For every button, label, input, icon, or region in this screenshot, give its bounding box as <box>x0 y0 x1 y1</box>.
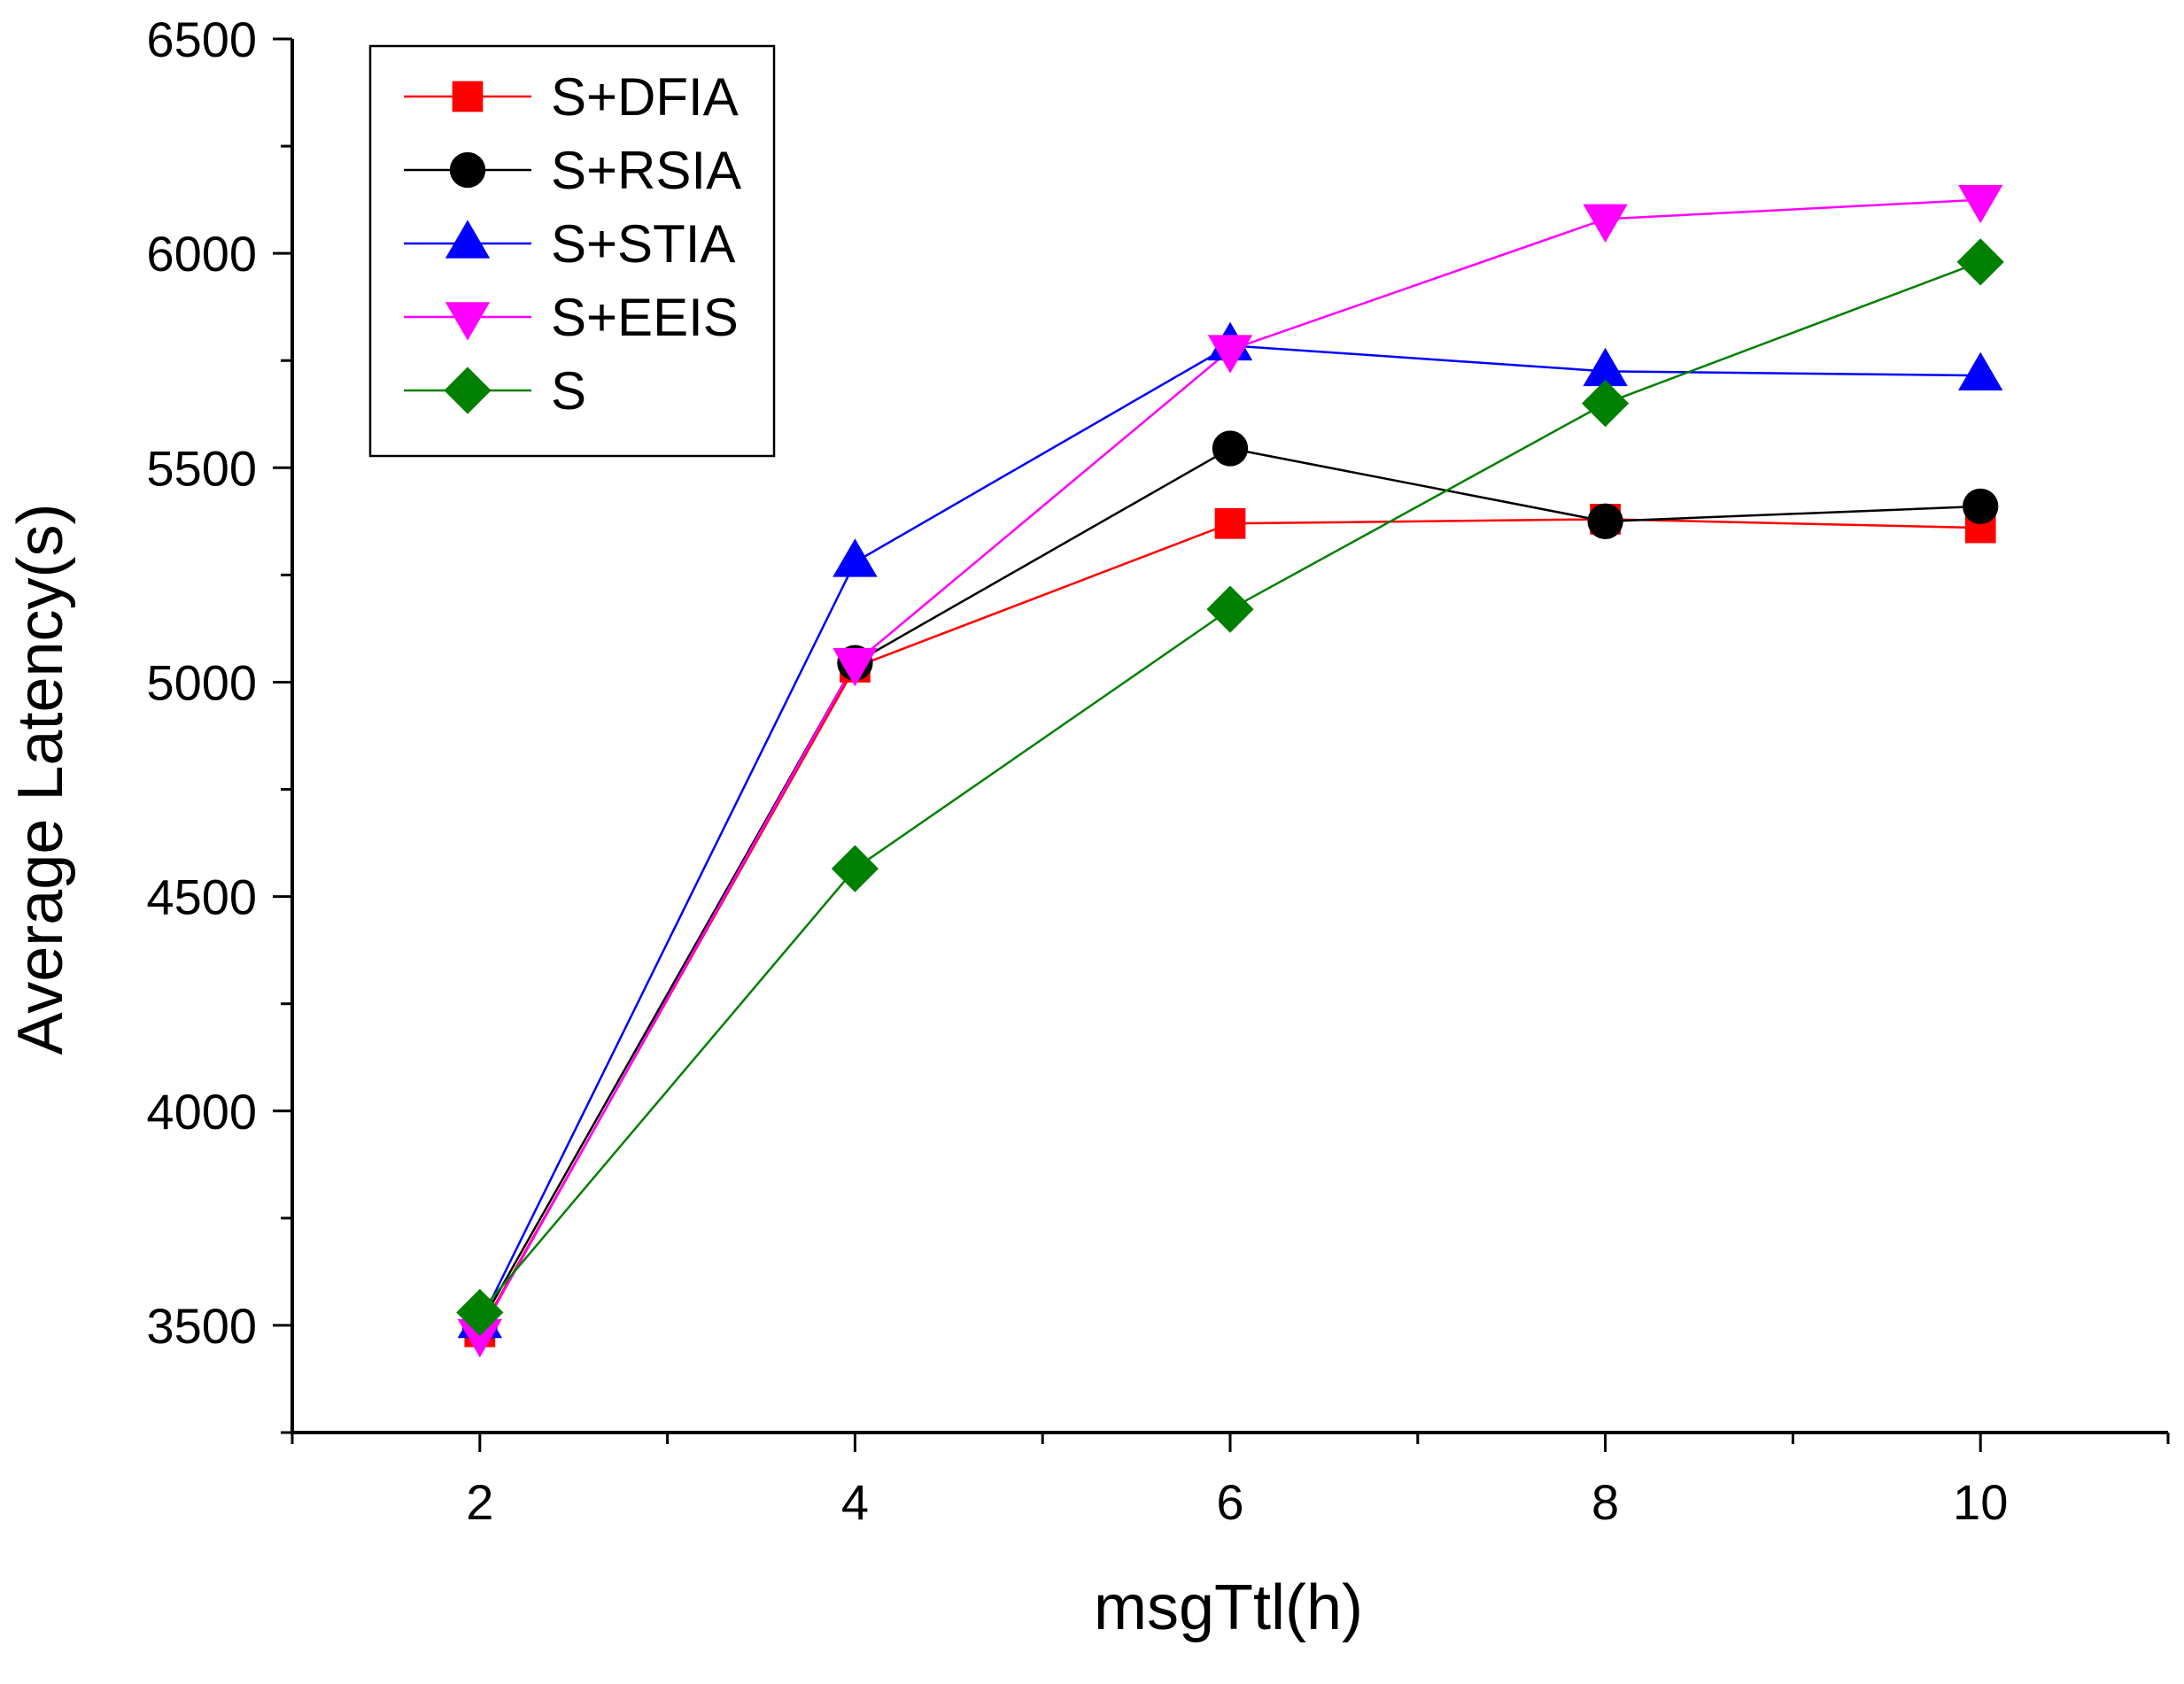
legend-marker-s <box>444 367 492 414</box>
data-point-s-eeis <box>457 1318 502 1358</box>
data-point-s-rsia <box>1212 430 1249 467</box>
legend-item-s-stia: S+STIA <box>404 214 735 274</box>
y-tick-label: 4000 <box>146 1084 257 1139</box>
legend-label-s-eeis: S+EEIS <box>551 288 739 347</box>
x-tick-label: 8 <box>1592 1474 1619 1530</box>
axes: 3500 4000 4500 5000 5500 6000 6500 2 4 6 8 10 <box>146 12 2170 1530</box>
x-tick-label: 6 <box>1216 1474 1243 1530</box>
legend-label-s: S <box>551 361 586 421</box>
data-point-s-dfia <box>1214 507 1246 539</box>
legend-marker-s-dfia <box>452 81 484 112</box>
data-point-s-eeis <box>1958 184 2003 224</box>
y-axis-title: Average Latency(s) <box>5 503 76 1054</box>
y-tick-label: 5000 <box>146 654 257 710</box>
series-markers-s-rsia <box>461 430 1999 1344</box>
legend-item-s-eeis: S+EEIS <box>404 288 739 347</box>
series-markers-s <box>456 238 2004 1336</box>
y-tick-label: 5500 <box>146 440 257 496</box>
legend-label-s-dfia: S+DFIA <box>551 67 739 127</box>
data-point-s-stia <box>833 538 878 577</box>
data-point-s-stia <box>1583 347 1628 387</box>
data-point-s <box>1582 380 1630 428</box>
data-point-s-eeis <box>1583 204 1628 243</box>
series-markers-s-stia <box>457 321 2003 1339</box>
legend-item-s-rsia: S+RSIA <box>404 141 741 200</box>
y-tick-label: 3500 <box>146 1298 257 1354</box>
series-s-dfia <box>478 518 1981 1333</box>
series-s-rsia <box>478 447 1981 1326</box>
series-line-s-rsia <box>478 447 1981 1326</box>
series-layer <box>456 184 2004 1358</box>
x-tick-label: 10 <box>1953 1474 2008 1530</box>
series-line-s-stia <box>478 344 1981 1325</box>
data-point-s <box>831 845 879 892</box>
legend-marker-s-rsia <box>449 151 486 189</box>
legend-box <box>368 44 776 458</box>
data-point-s-stia <box>1958 351 2003 390</box>
y-tick-label: 6500 <box>146 12 257 67</box>
y-tick-label: 4500 <box>146 869 257 925</box>
data-point-s-rsia <box>1587 503 1623 540</box>
y-tick-label: 6000 <box>146 226 257 282</box>
data-point-s-eeis <box>833 647 878 687</box>
series-markers-s-eeis <box>457 184 2003 1358</box>
data-point-s-rsia <box>1963 488 1999 525</box>
series-line-s-dfia <box>478 518 1981 1333</box>
data-point-s <box>1206 585 1254 633</box>
legend: S+DFIA S+RSIA S+STIA S+EEIS S <box>368 44 776 458</box>
data-point-s <box>456 1288 504 1336</box>
legend-marker-s-eeis <box>445 302 491 341</box>
legend-marker-s-stia <box>445 220 491 259</box>
legend-item-s: S <box>404 361 586 421</box>
legend-label-s-rsia: S+RSIA <box>551 141 741 200</box>
series-s-stia <box>478 344 1981 1325</box>
x-axis-title: msgTtl(h) <box>1094 1572 1363 1643</box>
data-point-s <box>1956 238 2004 286</box>
data-point-s-eeis <box>1207 335 1253 374</box>
x-tick-label: 2 <box>466 1474 493 1530</box>
legend-label-s-stia: S+STIA <box>551 214 735 274</box>
x-tick-label: 4 <box>841 1474 869 1530</box>
legend-item-s-dfia: S+DFIA <box>404 67 739 127</box>
